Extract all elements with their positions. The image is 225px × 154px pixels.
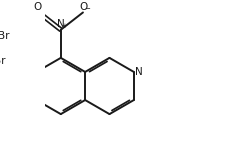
Text: N: N (57, 19, 65, 29)
Text: N: N (135, 67, 142, 77)
Text: O: O (80, 2, 88, 12)
Text: +: + (62, 23, 68, 29)
Text: −: − (84, 6, 90, 12)
Text: Br: Br (0, 56, 5, 66)
Text: O: O (34, 2, 42, 12)
Text: Br: Br (0, 31, 9, 41)
